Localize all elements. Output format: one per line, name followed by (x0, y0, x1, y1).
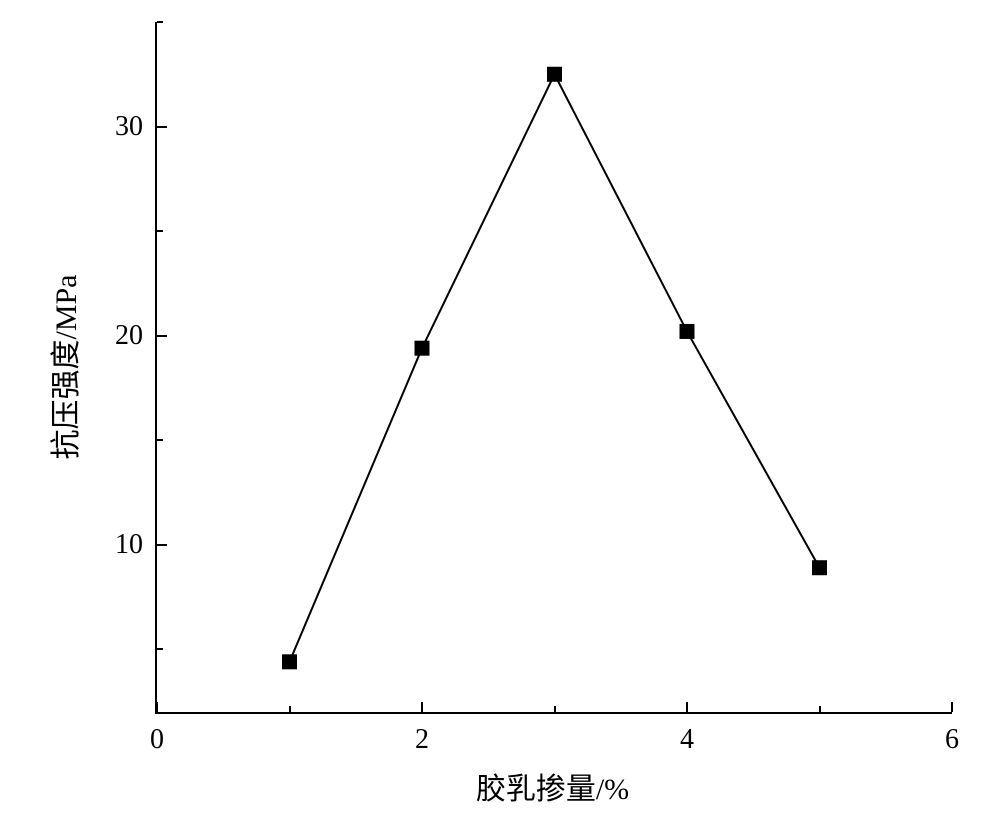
x-tick (421, 702, 423, 712)
y-axis-label: 抗压强度/MPa (41, 274, 85, 459)
y-tick-label: 20 (115, 320, 143, 352)
y-tick-label: 10 (115, 529, 143, 561)
y-tick (157, 230, 163, 232)
x-tick (951, 702, 953, 712)
y-tick (157, 544, 167, 546)
data-point-marker (415, 341, 429, 355)
x-tick (156, 702, 158, 712)
data-point-marker (548, 67, 562, 81)
x-tick-label: 6 (945, 724, 959, 756)
series-layer (157, 22, 952, 712)
x-axis-label: 胶乳掺量/% (476, 764, 629, 808)
y-tick (157, 439, 163, 441)
data-point-marker (283, 655, 297, 669)
x-tick (686, 702, 688, 712)
y-tick (157, 21, 163, 23)
chart-figure: 0246102030 胶乳掺量/% 抗压强度/MPa (0, 0, 1000, 839)
data-point-marker (813, 561, 827, 575)
data-point-marker (680, 324, 694, 338)
series-line (290, 74, 820, 662)
x-tick-label: 2 (415, 724, 429, 756)
y-tick-label: 30 (115, 111, 143, 143)
x-tick-label: 0 (150, 724, 164, 756)
y-tick (157, 335, 167, 337)
x-tick (289, 706, 291, 712)
plot-area: 0246102030 (155, 22, 952, 714)
x-tick-label: 4 (680, 724, 694, 756)
x-tick (554, 706, 556, 712)
y-tick (157, 126, 167, 128)
x-tick (819, 706, 821, 712)
y-tick (157, 648, 163, 650)
